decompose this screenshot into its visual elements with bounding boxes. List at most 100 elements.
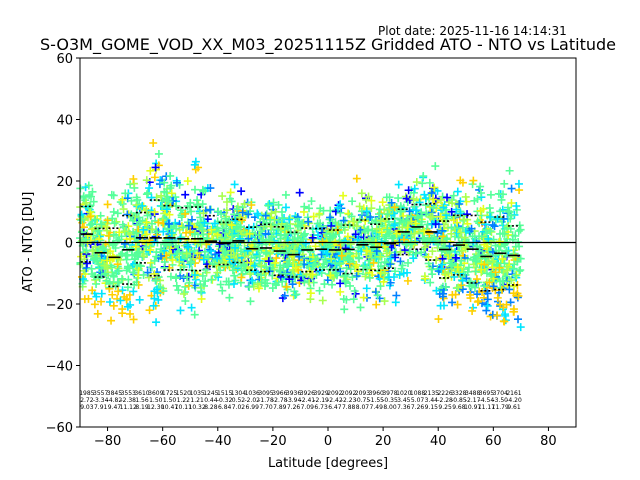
data-point (482, 306, 491, 315)
data-point (248, 276, 257, 285)
bin-mean-label: 5.07 (411, 397, 425, 404)
data-point (331, 269, 340, 278)
data-point (142, 242, 151, 251)
data-point (378, 198, 387, 207)
data-point (184, 221, 193, 230)
data-point (412, 178, 421, 187)
data-point (390, 203, 399, 212)
data-point (119, 205, 128, 214)
data-point (88, 219, 97, 228)
data-point (336, 208, 345, 217)
data-point (488, 220, 497, 229)
data-point (454, 241, 463, 250)
data-point (254, 211, 263, 220)
data-point (496, 207, 505, 216)
data-point (300, 202, 309, 211)
data-point (379, 277, 388, 286)
data-point (129, 287, 138, 296)
data-point (311, 260, 320, 269)
data-point (231, 276, 240, 285)
data-point (455, 199, 464, 208)
data-point (333, 203, 342, 212)
data-point (359, 262, 368, 271)
data-point (165, 220, 174, 229)
data-point (346, 265, 355, 274)
data-point (423, 236, 432, 245)
data-point (275, 266, 284, 275)
data-point (123, 264, 132, 273)
data-point (396, 257, 405, 266)
data-point (461, 243, 470, 252)
data-point (227, 221, 236, 230)
data-point (207, 225, 216, 234)
bin-count-label: 3960 (369, 390, 384, 397)
data-point (84, 181, 93, 190)
y-tick-label: −20 (46, 298, 73, 313)
data-point (460, 233, 469, 242)
scatter-points (76, 138, 525, 332)
data-point (175, 257, 184, 266)
bin-mean-label: -0.32 (217, 397, 233, 404)
data-point (183, 251, 192, 260)
bin-count-label: 3695 (479, 390, 494, 397)
data-point (318, 296, 327, 305)
data-point (152, 248, 161, 257)
data-point (174, 286, 183, 295)
x-tick-label: 60 (485, 434, 502, 449)
data-point (411, 249, 420, 258)
bin-mean-label: 3.44 (425, 397, 439, 404)
data-point (153, 289, 162, 298)
bin-std-label: 7.70 (259, 404, 273, 411)
data-point (125, 290, 134, 299)
data-point (477, 232, 486, 241)
data-point (309, 212, 318, 221)
data-point (109, 239, 118, 248)
data-point (142, 176, 151, 185)
data-point (172, 273, 181, 282)
data-point (509, 305, 518, 314)
data-point (441, 209, 450, 218)
data-point (222, 206, 231, 215)
data-point (346, 240, 355, 249)
data-point (108, 290, 117, 299)
data-point (121, 251, 130, 260)
data-point (146, 258, 155, 267)
data-point (91, 272, 100, 281)
data-point (465, 290, 474, 299)
data-point (397, 264, 406, 273)
data-point (191, 165, 200, 174)
data-point (160, 178, 169, 187)
bin-std-label: 10.97 (464, 404, 481, 411)
data-point (394, 194, 403, 203)
data-point (469, 176, 478, 185)
data-point (362, 207, 371, 216)
data-point (142, 218, 151, 227)
data-point (114, 266, 123, 275)
bin-mean-label: 1.21 (190, 397, 204, 404)
data-point (255, 252, 264, 261)
data-point (220, 233, 229, 242)
data-point (205, 245, 214, 254)
data-point (197, 287, 206, 296)
data-point (160, 187, 169, 196)
data-point (172, 202, 181, 211)
data-point (447, 229, 456, 238)
data-point (425, 178, 434, 187)
x-tick-label: −60 (149, 434, 176, 449)
data-point (221, 214, 230, 223)
data-point (436, 212, 445, 221)
data-point (208, 260, 217, 269)
data-point (218, 192, 227, 201)
data-point (124, 275, 133, 284)
data-point (227, 250, 236, 259)
data-point (362, 246, 371, 255)
data-point (98, 221, 107, 230)
data-point (396, 247, 405, 256)
data-point (430, 233, 439, 242)
data-point (92, 279, 101, 288)
data-point (239, 261, 248, 270)
data-point (507, 211, 516, 220)
data-point (115, 228, 124, 237)
data-point (500, 317, 509, 326)
